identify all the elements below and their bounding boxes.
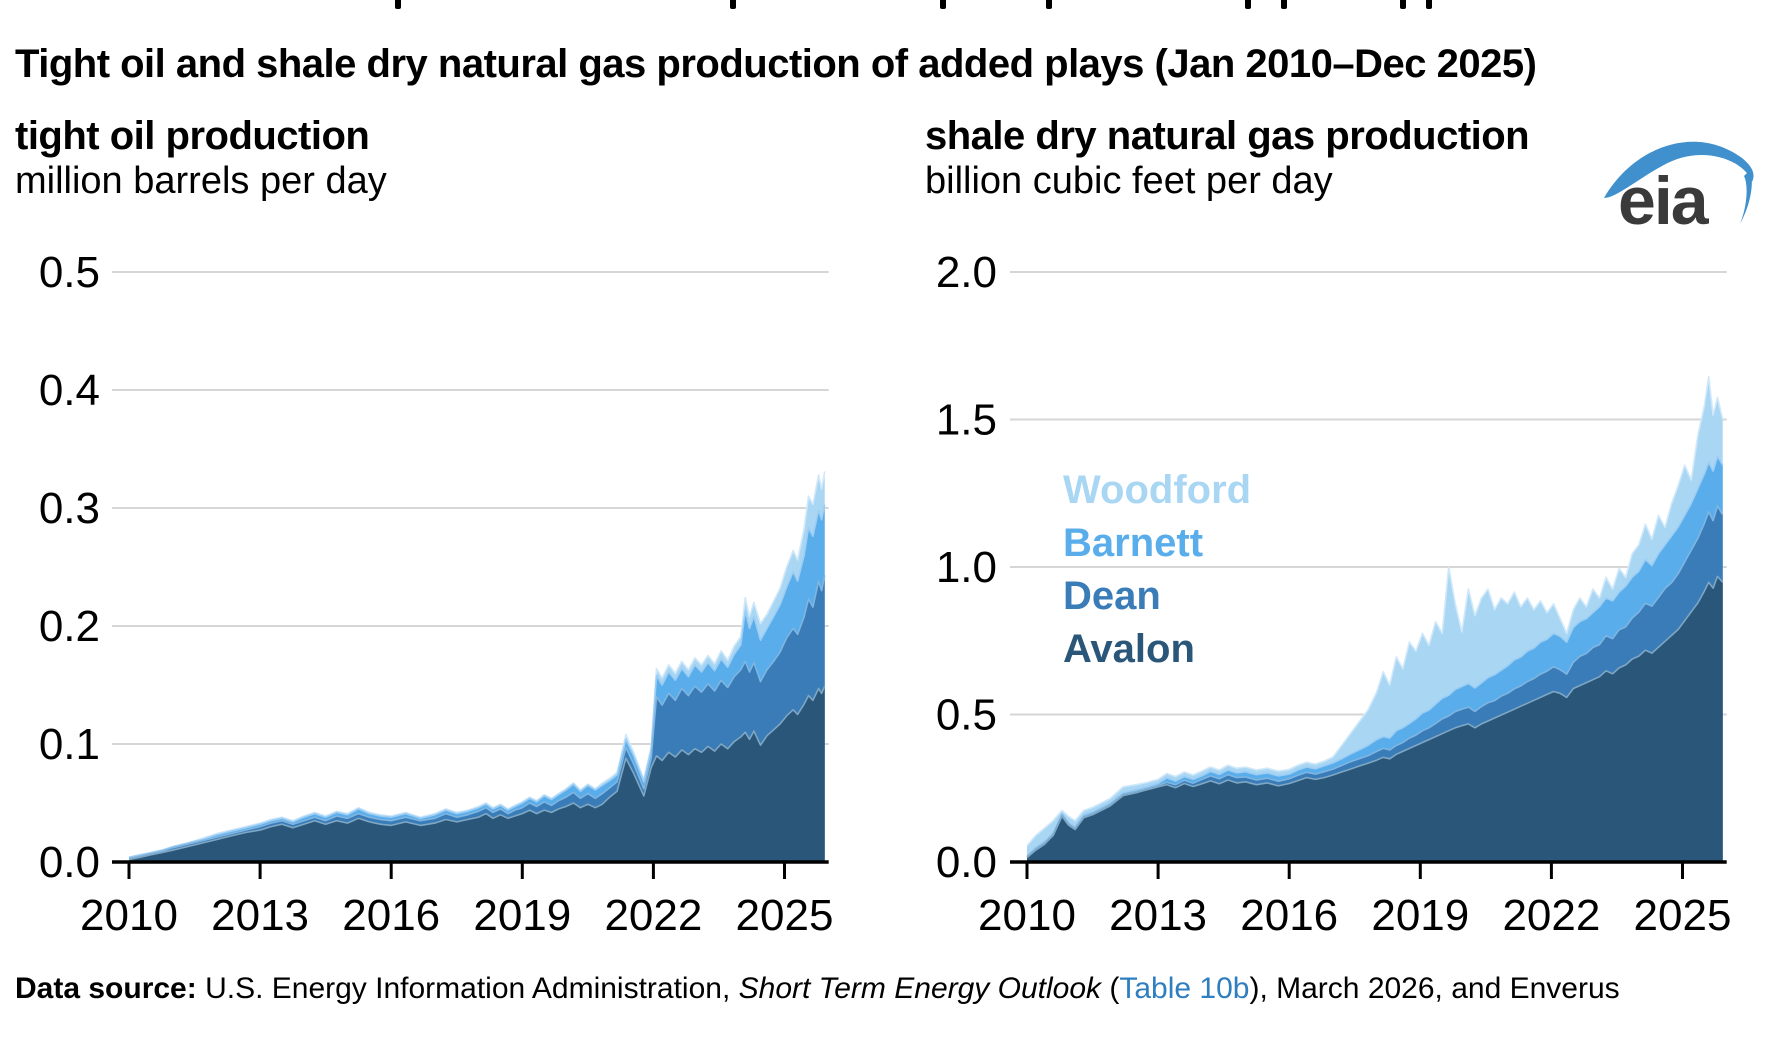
left-x-tick-label-2013: 2013 xyxy=(211,891,309,940)
cropped-descender-mark xyxy=(1400,0,1406,9)
right-x-tick-label-2013: 2013 xyxy=(1109,891,1207,940)
right-x-tick-label-2022: 2022 xyxy=(1502,891,1600,940)
left-x-tick-label-2019: 2019 xyxy=(473,891,571,940)
cropped-descender-mark xyxy=(940,0,946,9)
eia-logo-text: eia xyxy=(1618,163,1709,239)
left-area-edge-avalon xyxy=(128,685,826,861)
right-x-tick-label-2010: 2010 xyxy=(978,891,1076,940)
left-y-tick-label-0.0: 0.0 xyxy=(39,838,100,887)
right-y-tick-label-0.5: 0.5 xyxy=(936,691,997,740)
right-chart-unit-label: billion cubic feet per day xyxy=(925,160,1333,202)
eia-swoosh-tail-icon xyxy=(1740,170,1752,224)
left-chart-subtitle: tight oil production xyxy=(15,114,370,158)
legend-item-barnett: Barnett xyxy=(1063,521,1204,565)
left-y-tick-label-0.3: 0.3 xyxy=(39,484,100,533)
right-x-tick-label-2025: 2025 xyxy=(1634,891,1732,940)
legend-item-woodford: Woodford xyxy=(1063,468,1252,512)
cropped-descender-mark xyxy=(1281,0,1287,9)
left-x-tick-label-2025: 2025 xyxy=(736,891,834,940)
data-source-italic: Short Term Energy Outlook xyxy=(738,972,1102,1005)
right-area-edge-avalon xyxy=(1026,575,1724,859)
right-y-tick-label-2.0: 2.0 xyxy=(936,248,997,297)
left-area-edge-barnett xyxy=(128,504,826,859)
left-chart-unit-label: million barrels per day xyxy=(15,160,387,202)
data-source-text-3: ), March 2026, and Enverus xyxy=(1249,972,1620,1005)
legend-item-avalon: Avalon xyxy=(1063,627,1195,671)
page-title: Tight oil and shale dry natural gas prod… xyxy=(15,42,1537,86)
chart-legend: Woodford Barnett Dean Avalon xyxy=(1063,464,1251,676)
right-x-tick-label-2019: 2019 xyxy=(1371,891,1469,940)
left-area-avalon xyxy=(129,686,825,862)
left-y-tick-label-0.1: 0.1 xyxy=(39,720,100,769)
right-area-avalon xyxy=(1027,576,1723,862)
left-y-tick-label-0.4: 0.4 xyxy=(39,366,100,415)
cropped-descender-mark xyxy=(1426,0,1432,9)
legend-item-dean: Dean xyxy=(1063,574,1161,618)
eia-logo: eia xyxy=(1600,118,1766,240)
table-10b-link[interactable]: Table 10b xyxy=(1119,972,1250,1005)
left-y-tick-label-0.5: 0.5 xyxy=(39,248,100,297)
cropped-descender-mark xyxy=(395,0,401,9)
left-x-tick-label-2010: 2010 xyxy=(80,891,178,940)
left-y-tick-label-0.2: 0.2 xyxy=(39,602,100,651)
right-chart-subtitle: shale dry natural gas production xyxy=(925,114,1530,158)
data-source-text-1: U.S. Energy Information Administration, xyxy=(196,972,739,1005)
right-y-tick-label-1.0: 1.0 xyxy=(936,543,997,592)
left-x-tick-label-2016: 2016 xyxy=(342,891,440,940)
right-area-edge-woodford xyxy=(1026,375,1724,847)
right-area-edge-barnett xyxy=(1026,455,1724,857)
data-source-text-2: ( xyxy=(1101,972,1120,1005)
cropped-descender-mark xyxy=(1245,0,1251,9)
cropped-descender-mark xyxy=(730,0,736,9)
right-x-tick-label-2016: 2016 xyxy=(1240,891,1338,940)
left-area-edge-woodford xyxy=(128,471,826,859)
eia-swoosh-icon xyxy=(1604,141,1754,198)
data-source-label: Data source: xyxy=(15,972,197,1005)
right-area-edge-dean xyxy=(1026,505,1724,858)
right-y-tick-label-0.0: 0.0 xyxy=(936,838,997,887)
right-y-tick-label-1.5: 1.5 xyxy=(936,396,997,445)
left-x-tick-label-2022: 2022 xyxy=(604,891,702,940)
cropped-descender-mark xyxy=(1046,0,1052,9)
left-area-edge-dean xyxy=(128,575,826,860)
data-source-line: Data source: U.S. Energy Information Adm… xyxy=(15,972,1620,1006)
eia-logo-swoosh-canvas xyxy=(1604,141,1754,224)
